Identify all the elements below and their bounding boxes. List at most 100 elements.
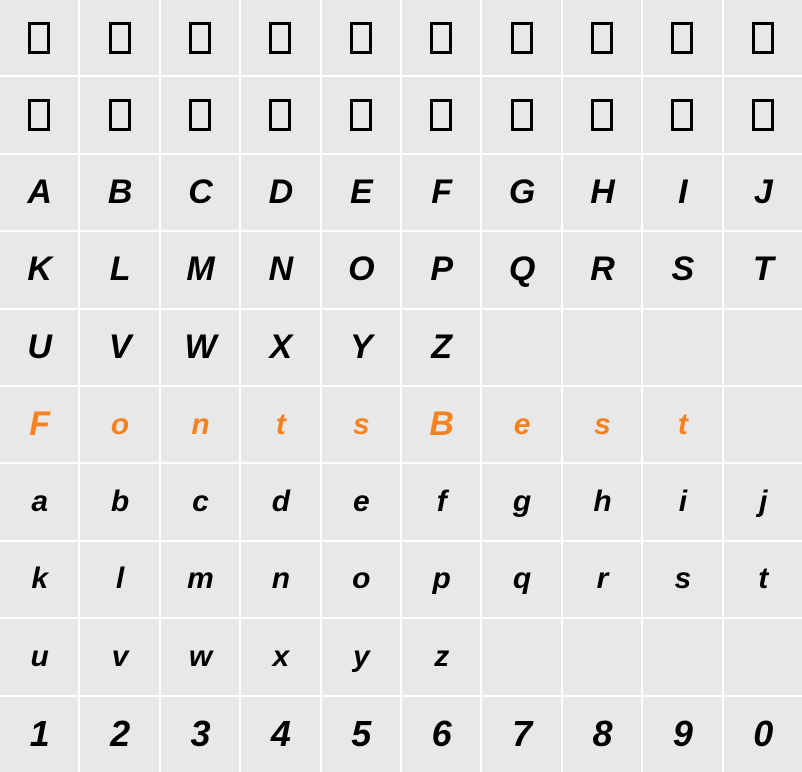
- glyph-char: Y: [350, 328, 372, 367]
- glyph-char: H: [590, 173, 614, 212]
- glyph-cell: [482, 619, 560, 694]
- glyph-char: V: [109, 328, 131, 367]
- glyph-cell: 6: [402, 697, 480, 772]
- glyph-cell: [402, 77, 480, 152]
- glyph-char: e: [514, 408, 530, 442]
- glyph-cell: u: [0, 619, 78, 694]
- glyph-cell: V: [80, 310, 158, 385]
- glyph-cell: v: [80, 619, 158, 694]
- glyph-cell: [643, 310, 721, 385]
- glyph-cell: R: [563, 232, 641, 307]
- glyph-char: Z: [431, 328, 451, 367]
- glyph-cell: h: [563, 464, 641, 539]
- glyph-cell: 2: [80, 697, 158, 772]
- tofu-glyph: [350, 22, 372, 54]
- glyph-char: 4: [271, 713, 290, 755]
- glyph-cell: S: [643, 232, 721, 307]
- tofu-glyph: [511, 22, 533, 54]
- glyph-char: B: [108, 173, 132, 212]
- glyph-cell: [241, 0, 319, 75]
- glyph-char: 9: [673, 713, 692, 755]
- glyph-char: O: [348, 250, 373, 289]
- glyph-cell: b: [80, 464, 158, 539]
- glyph-char: z: [434, 640, 448, 674]
- glyph-cell: s: [322, 387, 400, 462]
- glyph-char: g: [513, 485, 530, 519]
- glyph-cell: [241, 77, 319, 152]
- tofu-glyph: [752, 99, 774, 131]
- tofu-glyph: [109, 99, 131, 131]
- glyph-cell: e: [322, 464, 400, 539]
- glyph-cell: Z: [402, 310, 480, 385]
- tofu-glyph: [591, 99, 613, 131]
- glyph-cell: y: [322, 619, 400, 694]
- glyph-char: P: [430, 250, 452, 289]
- glyph-char: 5: [351, 713, 370, 755]
- glyph-char: v: [112, 640, 128, 674]
- glyph-char: I: [678, 173, 686, 212]
- glyph-char: t: [276, 408, 285, 442]
- glyph-char: i: [679, 485, 686, 519]
- glyph-cell: O: [322, 232, 400, 307]
- glyph-cell: [724, 387, 802, 462]
- glyph-cell: d: [241, 464, 319, 539]
- tofu-glyph: [671, 22, 693, 54]
- glyph-cell: X: [241, 310, 319, 385]
- glyph-char: A: [27, 173, 51, 212]
- tofu-glyph: [269, 22, 291, 54]
- glyph-cell: [724, 310, 802, 385]
- tofu-glyph: [28, 22, 50, 54]
- glyph-char: s: [353, 408, 369, 442]
- glyph-char: l: [116, 562, 123, 596]
- glyph-char: t: [758, 562, 767, 596]
- glyph-cell: i: [643, 464, 721, 539]
- glyph-cell: K: [0, 232, 78, 307]
- glyph-char: e: [353, 485, 369, 519]
- glyph-cell: 1: [0, 697, 78, 772]
- glyph-cell: B: [80, 155, 158, 230]
- glyph-cell: [724, 619, 802, 694]
- tofu-glyph: [752, 22, 774, 54]
- glyph-char: G: [509, 173, 534, 212]
- glyph-char: p: [433, 562, 450, 596]
- tofu-glyph: [591, 22, 613, 54]
- glyph-char: u: [31, 640, 48, 674]
- glyph-char: y: [353, 640, 369, 674]
- glyph-cell: [643, 0, 721, 75]
- glyph-cell: P: [402, 232, 480, 307]
- glyph-cell: z: [402, 619, 480, 694]
- glyph-cell: a: [0, 464, 78, 539]
- glyph-cell: [402, 0, 480, 75]
- glyph-char: s: [594, 408, 610, 442]
- glyph-cell: w: [161, 619, 239, 694]
- tofu-glyph: [269, 99, 291, 131]
- glyph-char: N: [269, 250, 293, 289]
- glyph-char: R: [590, 250, 614, 289]
- glyph-char: f: [437, 485, 446, 519]
- glyph-cell: k: [0, 542, 78, 617]
- glyph-char: 0: [753, 713, 772, 755]
- glyph-cell: [161, 77, 239, 152]
- glyph-cell: 9: [643, 697, 721, 772]
- glyph-cell: f: [402, 464, 480, 539]
- glyph-grid: ABCDEFGHIJKLMNOPQRSTUVWXYZFontsBestabcde…: [0, 0, 802, 772]
- glyph-char: 1: [30, 713, 49, 755]
- glyph-char: s: [675, 562, 691, 596]
- glyph-cell: g: [482, 464, 560, 539]
- glyph-cell: H: [563, 155, 641, 230]
- glyph-char: b: [111, 485, 128, 519]
- glyph-char: r: [597, 562, 608, 596]
- glyph-char: K: [27, 250, 51, 289]
- glyph-cell: 8: [563, 697, 641, 772]
- glyph-cell: t: [643, 387, 721, 462]
- glyph-cell: 7: [482, 697, 560, 772]
- glyph-cell: G: [482, 155, 560, 230]
- glyph-cell: 3: [161, 697, 239, 772]
- glyph-char: o: [111, 408, 128, 442]
- tofu-glyph: [109, 22, 131, 54]
- glyph-cell: p: [402, 542, 480, 617]
- glyph-char: S: [672, 250, 694, 289]
- glyph-cell: t: [724, 542, 802, 617]
- tofu-glyph: [511, 99, 533, 131]
- glyph-char: C: [188, 173, 212, 212]
